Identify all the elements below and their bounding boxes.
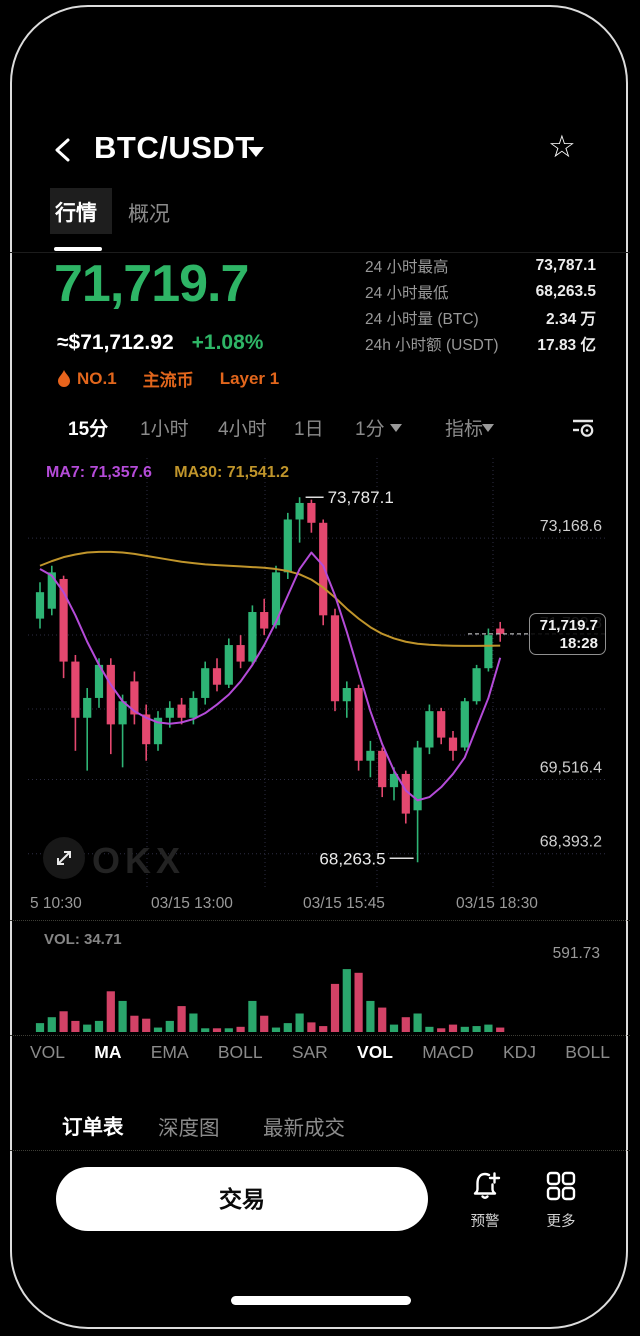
- bell-plus-icon: [473, 1172, 501, 1199]
- indicator-menu[interactable]: 指标: [445, 419, 484, 440]
- indicator-boll2[interactable]: BOLL: [565, 1042, 610, 1062]
- ma30-label: MA30: 71,541.2: [174, 464, 290, 481]
- tab-active-underline: [54, 247, 102, 251]
- indicator-ema[interactable]: EMA: [150, 1042, 189, 1062]
- fullscreen-button[interactable]: [43, 837, 85, 879]
- category-badge-mainstream[interactable]: 主流币: [142, 371, 194, 390]
- more-button[interactable]: 更多: [531, 1170, 591, 1231]
- timeframe-more[interactable]: 1分: [355, 419, 385, 440]
- back-icon[interactable]: [50, 136, 78, 164]
- stat-row: 24h 小时额 (USDT) 17.83 亿: [365, 337, 596, 354]
- fiat-price: ≈$71,712.92: [57, 331, 174, 354]
- svg-text:73,787.1: 73,787.1: [328, 488, 394, 507]
- rank-badge[interactable]: NO.1: [57, 369, 117, 389]
- last-price-tag: 71,719.7 18:28: [529, 612, 606, 655]
- indicator-selector-row: VOL MA EMA BOLL SAR VOL MACD KDJ BOLL: [30, 1042, 610, 1063]
- tab-market[interactable]: 行情: [55, 202, 97, 225]
- ma-legend: MA7: 71,357.6 MA30: 71,541.2: [46, 464, 289, 482]
- more-label: 更多: [546, 1214, 576, 1230]
- divider: [10, 1150, 630, 1151]
- svg-text:69,516.4: 69,516.4: [540, 759, 602, 776]
- x-tick: 03/15 15:45: [303, 895, 385, 912]
- favorite-star-icon[interactable]: ☆: [548, 129, 576, 164]
- caret-down-icon[interactable]: [482, 424, 494, 432]
- ma7-label: MA7: 71,357.6: [46, 464, 152, 481]
- last-price: 71,719.7: [54, 255, 249, 313]
- indicator-macd[interactable]: MACD: [422, 1042, 474, 1062]
- chart-settings-icon[interactable]: [570, 414, 596, 440]
- pair-dropdown-caret-icon[interactable]: [248, 147, 264, 157]
- caret-down-icon[interactable]: [390, 424, 402, 432]
- grid-more-icon: [546, 1171, 576, 1201]
- timeframe-15m[interactable]: 15分: [68, 419, 109, 440]
- category-badge-layer1[interactable]: Layer 1: [219, 368, 280, 388]
- tab-order-book[interactable]: 订单表: [62, 1116, 124, 1139]
- indicator-vol[interactable]: VOL: [30, 1042, 66, 1062]
- svg-text:68,263.5: 68,263.5: [319, 849, 385, 868]
- alert-button[interactable]: 预警: [455, 1170, 515, 1231]
- divider: [10, 1035, 630, 1036]
- timeframe-1h[interactable]: 1小时: [140, 419, 189, 440]
- badge-row: NO.1 主流币 Layer 1: [57, 366, 305, 391]
- x-tick: 5 10:30: [30, 895, 82, 912]
- divider: [10, 252, 630, 253]
- okx-watermark: OKX: [92, 840, 186, 881]
- indicator-kdj[interactable]: KDJ: [502, 1042, 537, 1062]
- fiat-price-row: ≈$71,712.92 +1.08%: [57, 331, 263, 355]
- stat-row: 24 小时量 (BTC) 2.34 万: [365, 311, 596, 328]
- timeframe-1d[interactable]: 1日: [294, 419, 324, 440]
- tab-depth-chart[interactable]: 深度图: [158, 1117, 220, 1140]
- expand-arrows-icon: [57, 851, 71, 865]
- svg-text:68,393.2: 68,393.2: [540, 834, 602, 851]
- volume-chart[interactable]: [0, 928, 640, 1034]
- divider: [10, 920, 630, 921]
- stats-panel: 24 小时最高 73,787.1 24 小时最低 68,263.5 24 小时量 (…: [365, 253, 596, 357]
- pair-title[interactable]: BTC/USDT: [94, 130, 255, 165]
- indicator-ma[interactable]: MA: [94, 1042, 122, 1062]
- x-tick: 03/15 18:30: [456, 895, 538, 912]
- indicator-vol2[interactable]: VOL: [357, 1042, 393, 1062]
- tab-highlight: [50, 188, 112, 234]
- volume-current-label: VOL: 34.71: [44, 931, 122, 948]
- svg-text:73,168.6: 73,168.6: [540, 518, 602, 535]
- home-indicator[interactable]: [231, 1296, 411, 1305]
- tab-latest-trades[interactable]: 最新成交: [263, 1117, 345, 1140]
- stat-row: 24 小时最高 73,787.1: [365, 257, 596, 276]
- flame-icon: [58, 369, 70, 387]
- indicator-boll[interactable]: BOLL: [217, 1042, 263, 1062]
- tab-overview[interactable]: 概况: [128, 203, 170, 226]
- timeframe-4h[interactable]: 4小时: [218, 419, 267, 440]
- indicator-sar[interactable]: SAR: [291, 1042, 328, 1062]
- alert-label: 预警: [470, 1214, 500, 1230]
- price-change: +1.08%: [191, 331, 264, 354]
- volume-axis-label: 591.73: [552, 945, 600, 962]
- trade-button[interactable]: 交易: [56, 1167, 428, 1231]
- x-tick: 03/15 13:00: [151, 895, 233, 912]
- stat-row: 24 小时最低 68,263.5: [365, 283, 596, 302]
